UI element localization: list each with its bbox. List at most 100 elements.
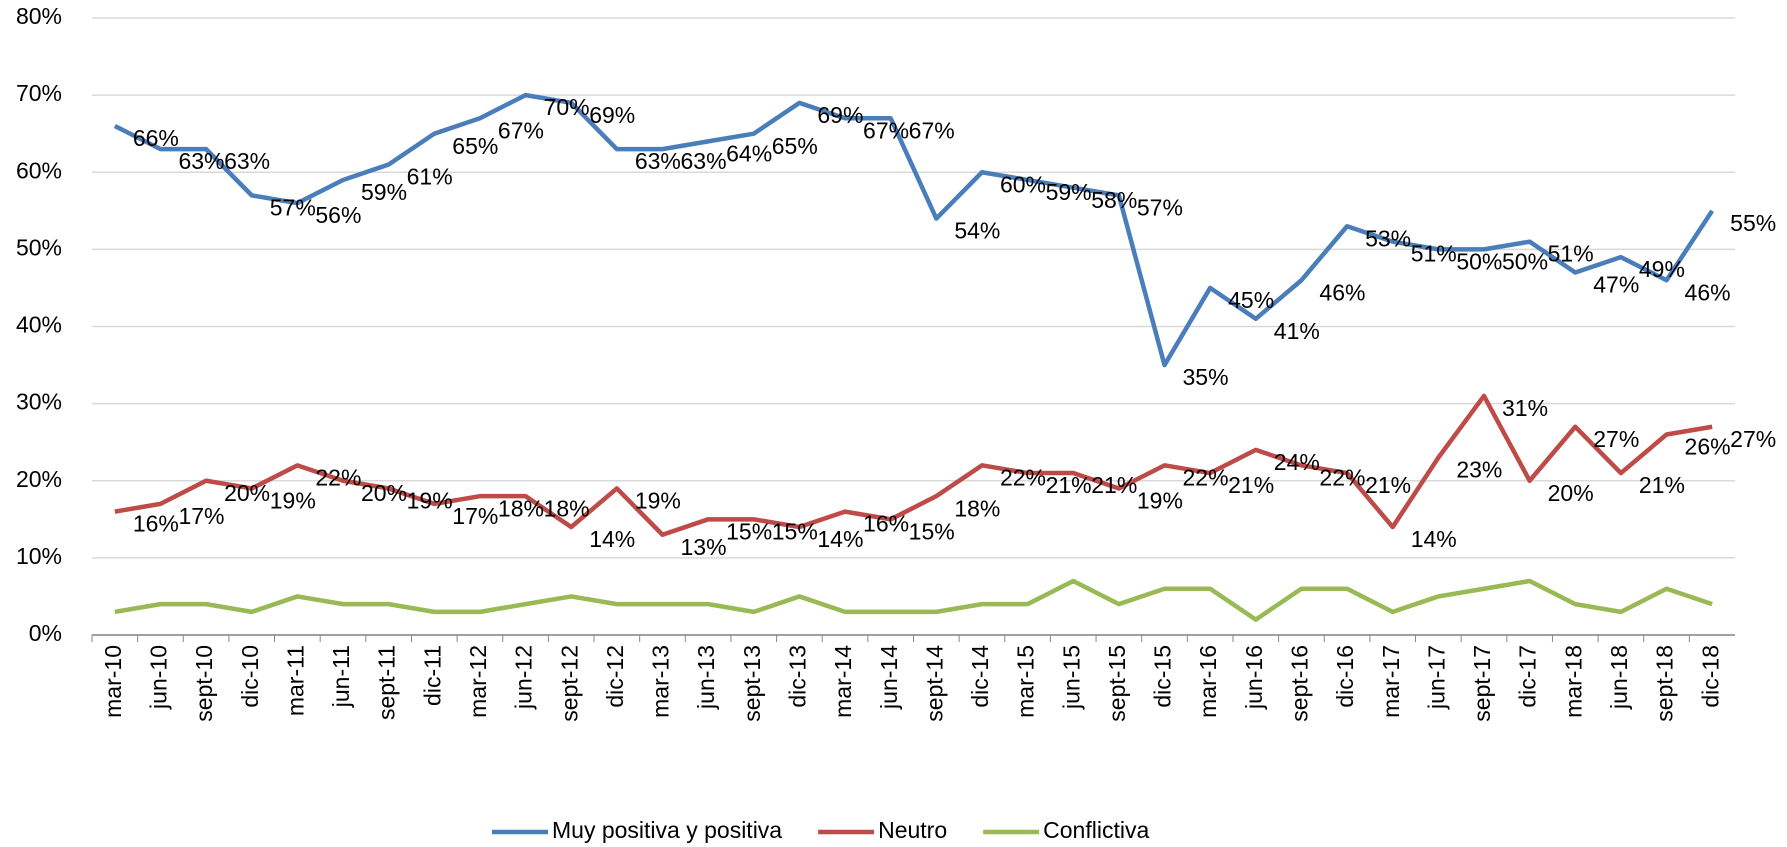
x-tick-label: dic-12 <box>602 645 628 708</box>
series-line <box>114 578 1713 622</box>
x-tick-label: jun-18 <box>1606 645 1632 710</box>
data-label: 59% <box>1046 179 1092 205</box>
data-label: 21% <box>1228 472 1274 498</box>
x-tick-label: sept-15 <box>1104 645 1130 722</box>
x-tick-label: sept-10 <box>191 645 217 722</box>
x-tick-label: dic-11 <box>419 645 445 706</box>
data-label: 50% <box>1456 248 1502 274</box>
data-label: 63% <box>635 148 681 174</box>
x-tick-label: sept-11 <box>374 645 400 720</box>
data-label: 69% <box>589 102 635 128</box>
data-label: 14% <box>1411 526 1457 552</box>
x-tick-label: sept-14 <box>921 645 947 722</box>
x-tick-label: mar-11 <box>282 645 308 716</box>
y-tick-label: 80% <box>16 3 62 29</box>
y-tick-label: 10% <box>16 543 62 569</box>
data-label: 15% <box>772 518 818 544</box>
data-label: 27% <box>1730 426 1776 452</box>
x-tick-label: jun-14 <box>876 645 902 710</box>
data-label: 63% <box>680 148 726 174</box>
data-label: 14% <box>817 526 863 552</box>
data-label: 18% <box>544 495 590 521</box>
data-label: 67% <box>863 117 909 143</box>
data-label: 13% <box>680 534 726 560</box>
x-tick-label: mar-15 <box>1013 645 1039 718</box>
legend-label: Muy positiva y positiva <box>552 817 782 843</box>
data-label: 19% <box>407 488 453 514</box>
data-label: 21% <box>1639 472 1685 498</box>
x-tick-label: mar-14 <box>830 645 856 718</box>
x-tick-label: dic-10 <box>237 645 263 708</box>
data-label: 27% <box>1593 426 1639 452</box>
data-label: 51% <box>1411 241 1457 267</box>
data-label: 51% <box>1548 241 1594 267</box>
data-label: 35% <box>1183 364 1229 390</box>
data-label: 60% <box>1000 171 1046 197</box>
x-tick-label: sept-12 <box>556 645 582 722</box>
data-label: 65% <box>772 133 818 159</box>
data-label: 46% <box>1319 279 1365 305</box>
data-label: 17% <box>178 503 224 529</box>
x-tick-label: sept-13 <box>739 645 765 722</box>
legend-label: Neutro <box>878 817 947 843</box>
data-label: 22% <box>1000 464 1046 490</box>
x-tick-label: dic-18 <box>1697 645 1723 708</box>
data-label: 14% <box>589 526 635 552</box>
x-tick-label: mar-18 <box>1560 645 1586 718</box>
data-label: 70% <box>544 94 590 120</box>
data-label: 21% <box>1365 472 1411 498</box>
data-label: 58% <box>1091 187 1137 213</box>
series-line <box>114 393 1713 537</box>
data-label: 21% <box>1046 472 1092 498</box>
data-label: 65% <box>452 133 498 159</box>
data-label: 15% <box>726 518 772 544</box>
data-label: 18% <box>954 495 1000 521</box>
data-label: 49% <box>1639 256 1685 282</box>
data-label: 57% <box>270 194 316 220</box>
data-label: 22% <box>315 464 361 490</box>
data-label: 57% <box>1137 194 1183 220</box>
y-tick-label: 0% <box>29 620 62 646</box>
x-tick-label: dic-13 <box>784 645 810 708</box>
y-tick-label: 50% <box>16 234 62 260</box>
x-tick-label: mar-10 <box>100 645 126 718</box>
data-label: 19% <box>635 488 681 514</box>
data-label: 56% <box>315 202 361 228</box>
data-label: 63% <box>178 148 224 174</box>
data-label: 66% <box>133 125 179 151</box>
data-label: 19% <box>270 488 316 514</box>
x-tick-label: dic-14 <box>967 645 993 708</box>
x-tick-label: jun-10 <box>146 645 172 710</box>
data-label: 18% <box>498 495 544 521</box>
y-tick-label: 70% <box>16 80 62 106</box>
data-label: 24% <box>1274 449 1320 475</box>
data-label: 53% <box>1365 225 1411 251</box>
y-tick-label: 60% <box>16 157 62 183</box>
data-label: 54% <box>954 218 1000 244</box>
data-label: 22% <box>1183 464 1229 490</box>
x-tick-label: jun-17 <box>1423 645 1449 710</box>
x-tick-label: mar-13 <box>648 645 674 718</box>
data-label: 15% <box>909 518 955 544</box>
data-label: 16% <box>133 511 179 537</box>
data-label: 45% <box>1228 287 1274 313</box>
data-label: 20% <box>224 480 270 506</box>
x-tick-label: mar-16 <box>1195 645 1221 718</box>
y-tick-label: 40% <box>16 312 62 338</box>
data-label: 16% <box>863 511 909 537</box>
data-label: 67% <box>498 117 544 143</box>
legend-label: Conflictiva <box>1043 817 1149 843</box>
data-label: 20% <box>361 480 407 506</box>
data-label: 50% <box>1502 248 1548 274</box>
data-label: 23% <box>1456 457 1502 483</box>
x-tick-label: dic-17 <box>1515 645 1541 708</box>
x-tick-label: mar-12 <box>465 645 491 718</box>
data-label: 31% <box>1502 395 1548 421</box>
data-label: 17% <box>452 503 498 529</box>
y-tick-label: 30% <box>16 389 62 415</box>
x-tick-label: mar-17 <box>1378 645 1404 718</box>
data-label: 55% <box>1730 210 1776 236</box>
data-label: 67% <box>909 117 955 143</box>
data-label: 20% <box>1548 480 1594 506</box>
